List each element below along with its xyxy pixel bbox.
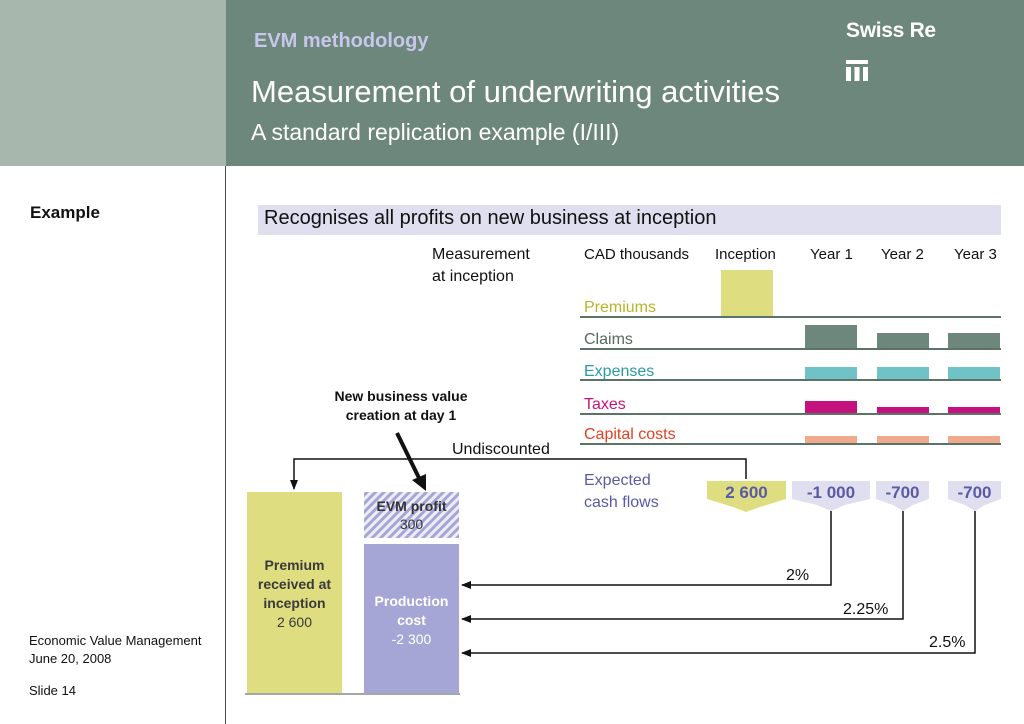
cf-value-year-3: -700 xyxy=(957,483,992,502)
row-line-capital-costs xyxy=(580,443,1001,445)
discount-arrow-year-1 xyxy=(461,511,832,589)
bar-capital-year-1 xyxy=(805,436,857,443)
bar-expenses-year-1 xyxy=(805,367,857,379)
cf-value-year-1: -1 000 xyxy=(806,483,856,502)
brand-name: Swiss Re xyxy=(846,19,936,42)
unit-label: CAD thousands xyxy=(584,246,690,263)
nbv-label-line2: creation at day 1 xyxy=(345,407,457,423)
bar-capital-year-3 xyxy=(948,436,1000,443)
premium-box xyxy=(247,492,342,693)
headline-banner xyxy=(258,205,1001,235)
col-year-3: Year 3 xyxy=(954,246,997,263)
row-label-premiums: Premiums xyxy=(584,299,657,316)
cf-tag-year-1 xyxy=(792,481,870,511)
production-cost-box xyxy=(364,544,459,693)
col-year-2: Year 2 xyxy=(881,246,924,263)
bar-claims-year-3 xyxy=(948,333,1000,348)
undiscounted-label: Undiscounted xyxy=(452,441,550,458)
swiss-re-logo-icon xyxy=(846,60,868,81)
expected-cf-label-line1: Expected xyxy=(584,472,651,489)
slide-number: Slide 14 xyxy=(29,683,76,698)
bar-taxes-year-1 xyxy=(805,401,857,413)
nbv-label-line1: New business value xyxy=(334,388,468,404)
discount-arrow-year-2 xyxy=(461,511,904,623)
bar-claims-year-1 xyxy=(805,325,857,348)
bar-taxes-year-3 xyxy=(948,407,1000,413)
evm-profit-box xyxy=(364,492,459,538)
page-title: Measurement of underwriting activities xyxy=(251,74,780,109)
measurement-label-line2: at inception xyxy=(432,268,514,285)
evm-profit-label: EVM profit xyxy=(376,498,447,514)
rate-year-1: 2% xyxy=(786,567,810,584)
evm-profit-value: 300 xyxy=(399,516,424,532)
expected-cf-label-line2: cash flows xyxy=(584,494,659,511)
discount-arrow-year-3 xyxy=(461,511,976,657)
measurement-label-line1: Measurement xyxy=(432,246,530,263)
header-left-panel xyxy=(0,0,226,166)
premium-label-line1: Premium xyxy=(264,557,325,573)
footer-date: June 20, 2008 xyxy=(29,651,112,666)
bar-expenses-year-3 xyxy=(948,367,1000,379)
premium-label-line3: inception xyxy=(263,595,326,611)
cf-value-year-2: -700 xyxy=(885,483,920,502)
row-line-expenses xyxy=(580,379,1001,381)
cf-value-inception: 2 600 xyxy=(725,483,768,502)
col-year-1: Year 1 xyxy=(810,246,853,263)
section-label: EVM methodology xyxy=(254,30,429,52)
footer-title: Economic Value Management xyxy=(29,633,202,648)
example-label: Example xyxy=(30,203,100,222)
bar-claims-year-2 xyxy=(877,333,929,348)
bar-premiums-inception xyxy=(721,270,773,316)
header-panel xyxy=(226,0,1024,166)
bar-expenses-year-2 xyxy=(877,367,929,379)
bar-capital-year-2 xyxy=(877,436,929,443)
production-cost-label-line1: Production xyxy=(374,593,449,609)
row-label-claims: Claims xyxy=(584,331,633,348)
row-label-taxes: Taxes xyxy=(584,396,626,413)
bar-taxes-year-2 xyxy=(877,407,929,413)
nbv-pointer-head xyxy=(412,474,426,491)
cf-tag-inception xyxy=(707,481,786,512)
premium-label-line2: received at xyxy=(257,576,332,592)
rate-year-2: 2.25% xyxy=(843,601,889,618)
nbv-pointer-line xyxy=(395,432,422,481)
page-subtitle: A standard replication example (I/III) xyxy=(251,119,620,145)
row-label-capital-costs: Capital costs xyxy=(584,426,676,443)
premium-value: 2 600 xyxy=(276,614,313,630)
row-line-taxes xyxy=(580,413,1001,415)
cf-tag-year-3 xyxy=(948,481,1001,511)
production-cost-value: -2 300 xyxy=(391,631,432,647)
row-line-claims xyxy=(580,348,1001,350)
row-line-premiums xyxy=(580,316,1001,318)
production-cost-label-line2: cost xyxy=(397,612,426,628)
headline-text: Recognises all profits on new business a… xyxy=(264,207,717,229)
row-label-expenses: Expenses xyxy=(584,363,655,380)
undiscounted-arrow xyxy=(290,458,747,490)
cf-tag-year-2 xyxy=(876,481,929,511)
col-inception: Inception xyxy=(715,246,776,263)
sidebar-divider xyxy=(225,166,226,724)
rate-year-3: 2.5% xyxy=(929,634,966,651)
